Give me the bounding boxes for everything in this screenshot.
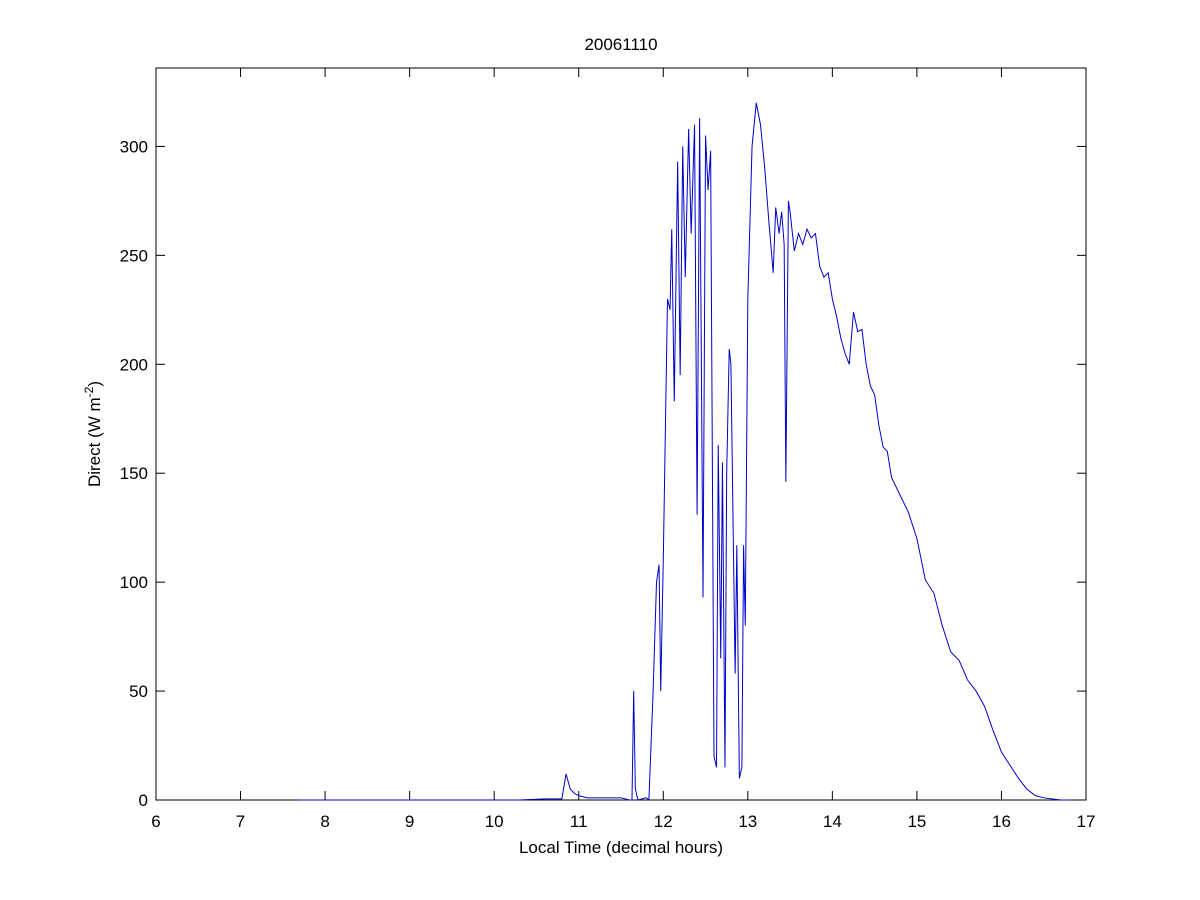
data-line [299,102,1070,802]
y-tick-label: 250 [120,246,148,265]
chart-title: 20061110 [584,35,657,54]
y-tick-label: 300 [120,137,148,156]
plot-frame [155,67,1087,801]
x-tick-label: 11 [570,812,588,831]
x-tick-label: 16 [992,812,1011,831]
y-axis-label-text: Direct (W m [85,397,104,487]
y-axis-label: Direct (W m-2) [82,381,104,487]
x-tick-label: 14 [823,812,842,831]
y-axis-label-sup: -2 [82,386,96,397]
x-tick-label: 12 [654,812,673,831]
y-axis-label-close: ) [85,381,104,387]
y-tick-label: 200 [120,355,148,374]
x-tick-label: 17 [1077,812,1096,831]
y-tick-label: 150 [120,464,148,483]
x-tick-label: 7 [236,812,245,831]
x-tick-label: 6 [151,812,160,831]
y-tick-label: 100 [120,573,148,592]
x-tick-label: 13 [738,812,757,831]
x-tick-label: 15 [907,812,926,831]
y-tick-label: 50 [129,682,148,701]
x-axis-label: Local Time (decimal hours) [519,838,723,857]
x-tick-label: 9 [405,812,414,831]
y-tick-label: 0 [139,791,148,810]
x-tick-label: 10 [485,812,504,831]
x-tick-label: 8 [320,812,329,831]
